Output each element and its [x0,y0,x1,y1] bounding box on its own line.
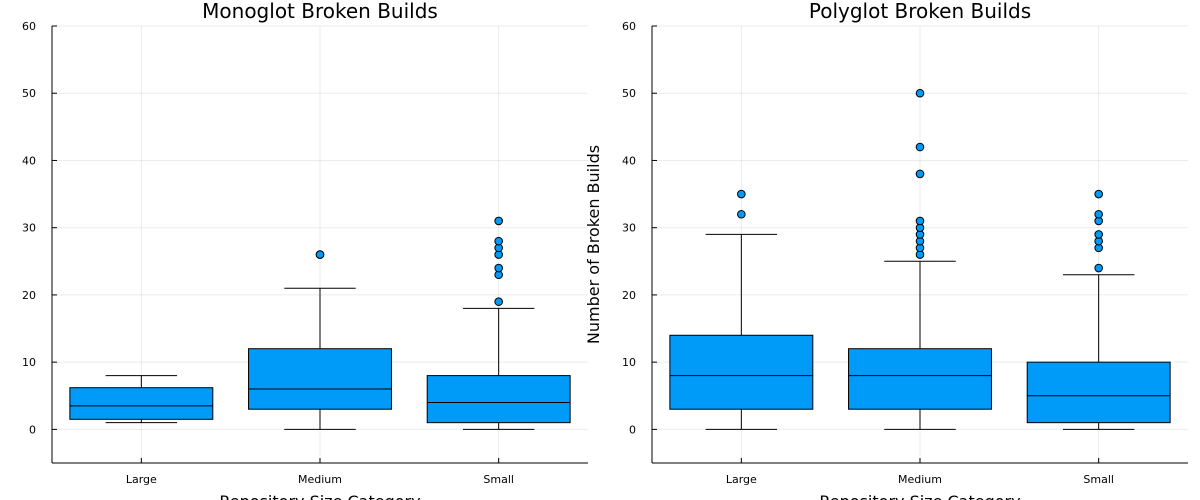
y-tick-label: 10 [22,356,36,369]
outlier-point [737,189,746,199]
y-tick-label: 60 [22,20,36,33]
y-tick-label: 40 [622,154,636,167]
box-medium [248,250,392,430]
y-tick-label: 10 [622,356,636,369]
box-iqr [848,348,992,410]
outlier-point [494,216,503,226]
chart-title: Monoglot Broken Builds [202,0,438,23]
y-axis-label: Number of Broken Builds [584,145,603,344]
y-tick-label: 50 [22,87,36,100]
outlier-point [737,209,746,219]
x-tick-label: Large [126,473,157,486]
y-tick-label: 20 [22,289,36,302]
y-tick-label: 0 [29,423,36,436]
outlier-point [1094,263,1103,273]
x-tick-label: Medium [298,473,342,486]
y-tick-label: 50 [622,87,636,100]
chart-title: Polyglot Broken Builds [809,0,1031,23]
box-medium [848,88,992,430]
x-tick-label: Medium [898,473,942,486]
y-tick-label: 0 [629,423,636,436]
outlier-point [915,169,925,179]
outlier-point [1094,230,1103,239]
outlier-point [494,297,503,306]
y-tick-label: 30 [622,222,636,235]
y-tick-label: 60 [622,20,636,33]
x-tick-label: Large [726,473,757,486]
subplot-monoglot: 0 10 20 30 40 50 60 Large Medium Small Monoglot Br… [22,0,588,500]
box-iqr [1026,361,1171,424]
outlier-point [915,142,925,152]
outlier-point [494,236,503,246]
outlier-point [915,216,925,226]
outlier-point [1094,209,1103,219]
y-tick-label: 20 [622,289,636,302]
box-large [69,375,214,424]
y-tick-label: 30 [22,222,36,235]
box-small [426,216,571,430]
x-tick-label: Small [1083,473,1114,486]
x-tick-label: Small [483,473,514,486]
subplot-polyglot: 0 10 20 30 40 50 60 Large Medium Small Polyglot Br… [584,0,1188,500]
box-iqr [426,375,571,424]
outlier-point [315,250,325,259]
box-small [1026,189,1171,430]
box-iqr [669,334,814,410]
x-axis-label: Repository Size Category [219,492,420,500]
box-large [669,189,814,430]
outlier-point [1094,189,1103,199]
outlier-point [915,88,925,98]
x-axis-label: Repository Size Category [819,492,1020,500]
y-tick-label: 40 [22,154,36,167]
outlier-point [494,263,503,273]
box-iqr [69,387,214,420]
box-iqr [248,348,392,410]
